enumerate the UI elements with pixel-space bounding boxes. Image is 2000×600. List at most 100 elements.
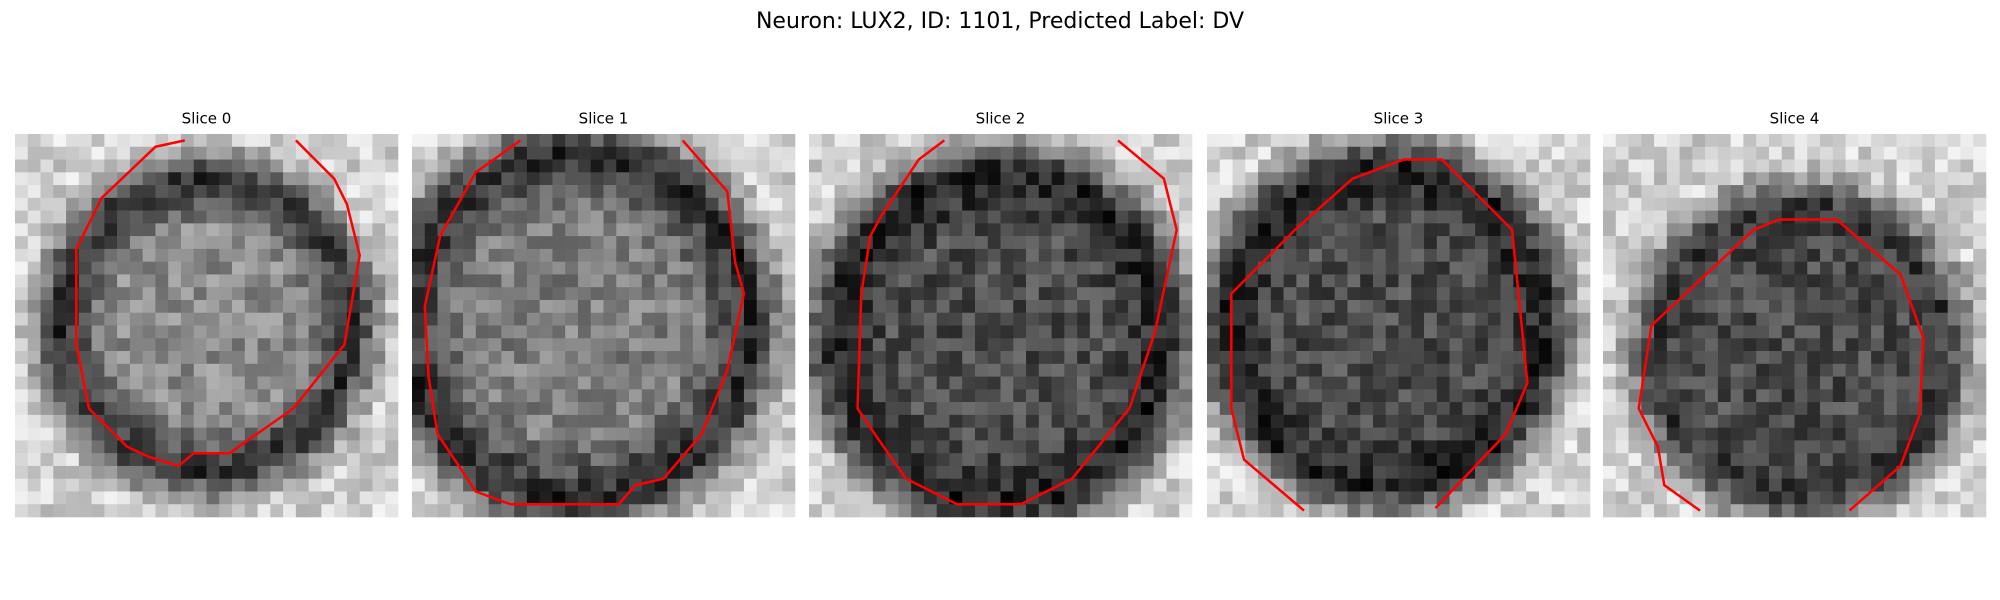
pixel [257,223,271,237]
pixel [1207,146,1221,160]
pixel [756,210,770,224]
pixel [450,440,464,454]
pixel [1077,312,1091,326]
pixel [1947,414,1961,428]
pixel [756,185,770,199]
pixel [872,478,886,492]
pixel [1577,274,1591,288]
pixel [488,299,502,314]
pixel [1334,236,1348,250]
pixel [308,491,322,505]
pixel [949,402,963,416]
pixel [821,504,835,518]
pixel [667,274,681,288]
pixel [142,414,156,428]
pixel [1526,312,1540,326]
pixel [898,363,912,377]
pixel [27,299,41,314]
pixel [821,223,835,237]
pixel [1934,146,1948,160]
pixel [463,159,477,173]
pixel [1538,185,1552,199]
pixel [1960,338,1974,352]
pixel [66,159,80,173]
pixel [1385,134,1399,148]
pixel [27,312,41,326]
pixel [577,389,592,403]
pixel [1909,351,1923,365]
pixel [1807,274,1821,288]
pixel [1909,376,1923,390]
pixel [142,248,156,262]
pixel [1973,287,1987,301]
pixel [270,453,284,467]
pixel [629,274,643,288]
pixel [1140,389,1154,403]
pixel [437,465,451,479]
pixel [1730,389,1744,403]
pixel [1564,338,1578,352]
pixel [1245,146,1259,160]
pixel [1321,414,1335,428]
pixel [372,427,386,441]
pixel [565,504,579,518]
pixel [1858,197,1872,211]
pixel [463,312,477,326]
pixel [885,504,899,518]
pixel [898,453,912,467]
pixel [424,197,438,211]
pixel [552,376,566,390]
pixel [91,274,105,288]
pixel [321,172,335,186]
pixel [590,338,604,352]
pixel [1424,376,1438,390]
pixel [834,389,848,403]
pixel [168,478,182,492]
pixel [168,197,182,211]
pixel [1909,440,1923,454]
pixel [1973,478,1987,492]
pixel [1051,185,1065,199]
pixel [257,299,271,314]
pixel [155,338,169,352]
pixel [1934,376,1948,390]
pixel [15,172,29,186]
pixel [129,414,143,428]
pixel [1360,351,1374,365]
pixel [860,172,874,186]
pixel [359,402,373,416]
pixel [885,287,899,301]
pixel [1973,504,1987,518]
pixel [168,325,182,339]
pixel [155,376,169,390]
pixel [1334,389,1348,403]
pixel [1475,312,1489,326]
pixel [1807,427,1821,441]
pixel [1666,363,1680,377]
pixel [1922,427,1936,441]
pixel [359,287,373,301]
pixel [1679,146,1693,160]
pixel [860,287,874,301]
pixel [295,453,309,467]
pixel [219,172,233,186]
pixel [450,402,464,416]
pixel [295,363,309,377]
pixel [1973,325,1987,339]
pixel [603,427,617,441]
pixel [526,465,540,479]
pixel [552,465,566,479]
pixel [847,504,861,518]
pixel [270,261,284,275]
pixel [1577,287,1591,301]
pixel [731,478,745,492]
pixel [1934,197,1948,211]
pixel [1296,465,1310,479]
pixel [1128,172,1142,186]
pixel [898,299,912,314]
pixel [78,465,92,479]
pixel [1820,414,1834,428]
pixel [1385,376,1399,390]
pixel [1207,389,1221,403]
pixel [1743,197,1757,211]
